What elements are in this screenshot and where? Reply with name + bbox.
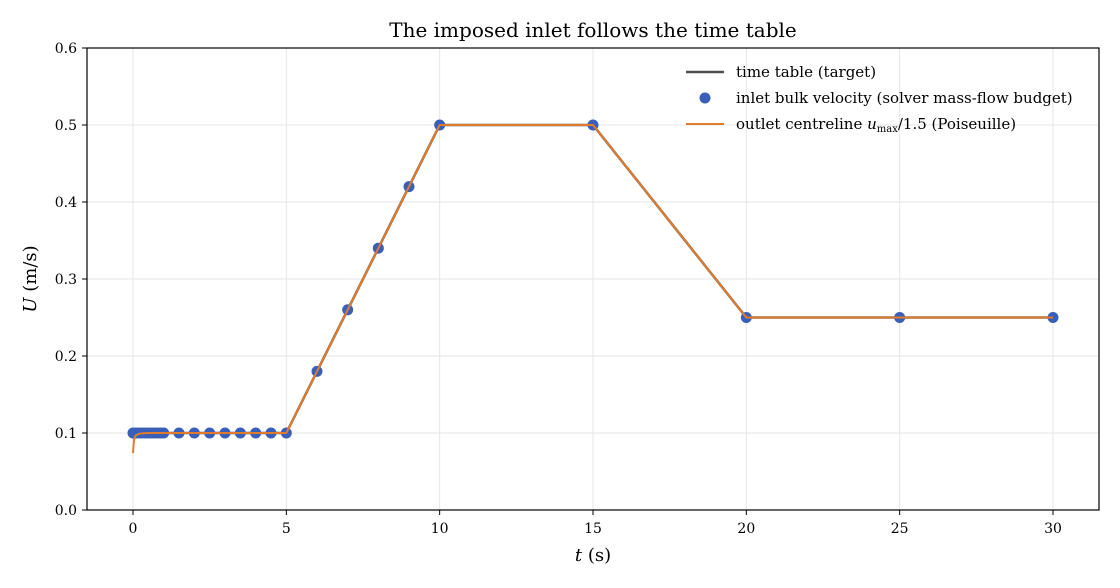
y-axis-label-var: U bbox=[20, 297, 41, 313]
y-tick-label: 0.5 bbox=[55, 118, 77, 134]
legend: time table (target) inlet bulk velocity … bbox=[686, 63, 1073, 135]
series-layer bbox=[127, 119, 1059, 454]
legend-label-inlet-bulk: inlet bulk velocity (solver mass-flow bu… bbox=[736, 89, 1073, 107]
chart-title: The imposed inlet follows the time table bbox=[389, 18, 797, 42]
x-tick-label: 20 bbox=[737, 521, 755, 537]
legend-label-outlet-centreline: outlet centreline umax/1.5 (Poiseuille) bbox=[736, 115, 1016, 135]
y-tick-label: 0.2 bbox=[55, 349, 77, 365]
tick-layer: 0 5 10 15 20 25 30 0.0 0.1 0.2 0.3 0.4 0.5 0.6 bbox=[55, 41, 1062, 537]
y-axis-label: U (m/s) bbox=[20, 245, 41, 312]
y-tick-label: 0.1 bbox=[55, 426, 77, 442]
y-axis-label-unit: (m/s) bbox=[20, 245, 41, 297]
y-tick-label: 0.0 bbox=[55, 503, 77, 519]
x-tick-label: 0 bbox=[129, 521, 138, 537]
x-tick-label: 10 bbox=[431, 521, 449, 537]
x-tick-label: 25 bbox=[891, 521, 909, 537]
x-axis-label: t (s) bbox=[575, 545, 611, 566]
y-tick-label: 0.3 bbox=[55, 272, 77, 288]
x-tick-label: 15 bbox=[584, 521, 602, 537]
x-axis-label-unit: (s) bbox=[582, 545, 611, 566]
legend-label-time-table: time table (target) bbox=[736, 63, 876, 81]
x-axis-label-var: t bbox=[575, 545, 583, 566]
x-tick-label: 5 bbox=[282, 521, 291, 537]
x-tick-label: 30 bbox=[1044, 521, 1062, 537]
y-tick-label: 0.6 bbox=[55, 41, 77, 57]
y-tick-label: 0.4 bbox=[55, 195, 77, 211]
legend-swatch-inlet-bulk bbox=[699, 92, 711, 104]
series-line-outlet-centreline bbox=[132, 124, 1053, 454]
